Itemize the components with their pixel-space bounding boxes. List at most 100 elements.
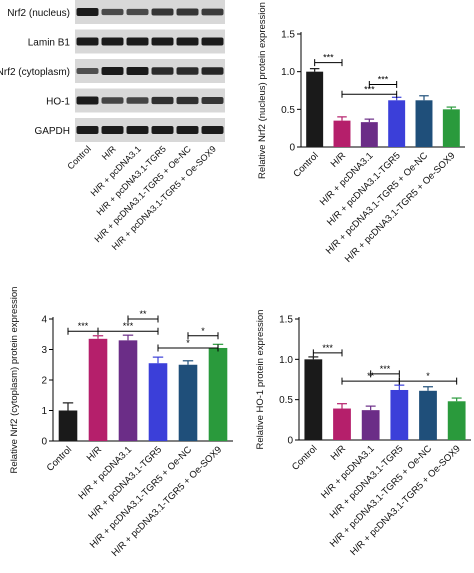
bar — [388, 100, 406, 147]
y-axis-label: Relative HO-1 protein expression — [255, 310, 266, 450]
bar — [360, 122, 378, 147]
bar — [148, 363, 168, 441]
blot-label: GAPDH — [34, 126, 70, 137]
significance-label: *** — [380, 364, 391, 374]
significance-label: *** — [364, 84, 375, 94]
bar — [447, 401, 466, 440]
blot-band — [101, 37, 124, 46]
y-tick-label: 1.0 — [279, 355, 293, 366]
blot-label: HO-1 — [46, 97, 70, 108]
blot-band — [201, 67, 224, 75]
blot-band — [76, 96, 99, 105]
bar — [306, 71, 324, 147]
bar — [333, 120, 351, 147]
blot-strip — [75, 59, 225, 83]
bar — [118, 340, 138, 441]
x-tick-label: Control — [291, 150, 320, 179]
bar — [442, 109, 460, 147]
blot-band — [126, 37, 149, 46]
significance-label: ** — [139, 309, 147, 319]
y-tick-label: 1.5 — [279, 315, 293, 326]
bar — [419, 390, 437, 440]
blot-band — [101, 126, 124, 134]
blot-band — [176, 67, 199, 75]
y-tick-label: 0.5 — [279, 395, 293, 406]
bar — [390, 389, 409, 440]
bar — [208, 347, 228, 441]
significance-label: * — [201, 326, 205, 336]
blot-strip — [75, 29, 225, 54]
y-tick-label: 1 — [41, 406, 47, 417]
blot-strip — [75, 0, 225, 24]
blot-band — [201, 97, 224, 104]
blot-band — [151, 126, 174, 134]
blot-band — [126, 126, 149, 134]
blot-strip — [75, 88, 225, 113]
bar — [415, 100, 433, 147]
y-tick-label: 0 — [289, 143, 295, 154]
y-tick-label: 4 — [41, 315, 47, 326]
blot-band — [126, 97, 149, 104]
chart-nrf2-cytoplasm: 0 1 2 3 4 Relative Nrf2 (cytoplasm) protein e… — [0, 283, 237, 568]
blot-band — [76, 126, 99, 134]
blot-band — [201, 37, 224, 46]
x-tick-label: H/R + pcDNA3.1-TGR5 + Oe-SOX9 — [110, 444, 225, 559]
significance-label: *** — [123, 321, 134, 331]
bar — [88, 338, 108, 441]
blot-band — [126, 8, 149, 16]
bar — [178, 364, 198, 441]
y-tick-label: 0 — [41, 437, 47, 448]
bar — [333, 408, 351, 440]
blot-band — [151, 67, 174, 75]
blot-band — [201, 126, 224, 134]
blot-band — [176, 96, 199, 105]
blot-band — [101, 8, 124, 16]
blot-band — [176, 126, 199, 134]
blot-lane-label: Control — [65, 144, 93, 172]
chart-svg: 0 1 2 3 4 Relative Nrf2 (cytoplasm) protein e… — [9, 287, 233, 559]
blot-band — [151, 96, 174, 105]
blot-band — [126, 67, 149, 75]
y-tick-label: 1.5 — [281, 30, 295, 41]
y-tick-label: 3 — [41, 345, 47, 356]
y-tick-label: 1.0 — [281, 67, 295, 78]
blot-label: Lamin B1 — [28, 38, 71, 49]
chart-svg: 0 0.5 1.0 1.5 Relative Nrf2 (nucleus) protei… — [257, 2, 465, 265]
x-tick-label: Control — [45, 444, 74, 473]
blot-band — [151, 8, 174, 16]
bar — [361, 410, 380, 440]
chart-nrf2-nucleus: 0 0.5 1.0 1.5 Relative Nrf2 (nucleus) protei… — [235, 0, 474, 280]
blot-band — [76, 8, 99, 16]
x-tick-label: H/R + pcDNA3.1 — [76, 444, 134, 502]
bar — [58, 410, 78, 441]
x-tick-label: H/R — [329, 150, 348, 169]
bar — [304, 359, 323, 440]
significance-label: *** — [323, 53, 334, 63]
x-tick-label: Control — [290, 443, 319, 472]
blot-label: Nrf2 (cytoplasm) — [0, 67, 70, 78]
blot-band — [76, 37, 99, 46]
significance-label: * — [186, 338, 190, 348]
blot-band — [176, 8, 199, 16]
x-tick-label: H/R — [329, 443, 348, 462]
significance-label: *** — [378, 74, 389, 84]
blot-band — [101, 67, 124, 75]
blot-band — [151, 37, 174, 46]
blot-band — [176, 37, 199, 46]
significance-label: *** — [78, 321, 89, 331]
western-blot-panel: Nrf2 (nucleus) Lamin B1 Nrf2 (cytoplasm) HO… — [0, 0, 230, 270]
x-tick-label: H/R — [85, 444, 104, 463]
y-axis-label: Relative Nrf2 (nucleus) protein expressi… — [257, 2, 268, 179]
chart-svg: 0 0.5 1.0 1.5 Relative HO-1 protein expressi… — [255, 310, 471, 558]
significance-label: *** — [322, 343, 333, 353]
chart-ho1: 0 0.5 1.0 1.5 Relative HO-1 protein expressi… — [237, 283, 474, 568]
y-tick-label: 2 — [41, 376, 47, 387]
significance-label: ** — [367, 371, 375, 381]
significance-label: * — [426, 371, 430, 381]
y-tick-label: 0 — [287, 436, 293, 447]
blot-strip — [75, 118, 225, 142]
y-tick-label: 0.5 — [281, 105, 295, 116]
blot-band — [76, 68, 99, 74]
blot-svg: Nrf2 (nucleus) Lamin B1 Nrf2 (cytoplasm) HO… — [0, 0, 225, 252]
blot-band — [101, 97, 124, 104]
